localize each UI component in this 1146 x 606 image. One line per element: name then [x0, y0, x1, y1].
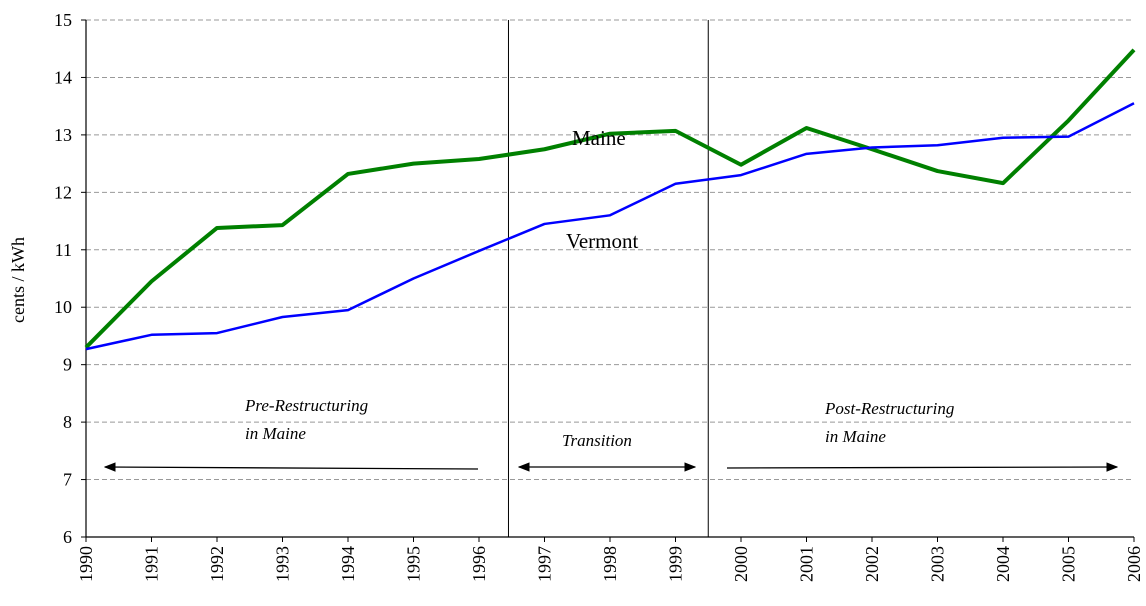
x-tick-label: 2002: [862, 546, 882, 582]
arrow: [103, 462, 479, 472]
arrow: [726, 462, 1119, 472]
y-tick-label: 6: [63, 527, 72, 547]
y-tick-label: 14: [54, 67, 72, 87]
annotation: Pre-Restructuring: [244, 396, 368, 415]
x-tick-label: 2005: [1059, 546, 1079, 582]
x-tick-label: 2003: [928, 546, 948, 582]
x-tick-label: 2004: [993, 546, 1013, 582]
annotation: Post-Restructuring: [824, 399, 954, 418]
series-label: Maine: [572, 126, 626, 150]
series-label: Vermont: [566, 229, 638, 253]
x-tick-label: 1992: [207, 546, 227, 582]
x-tick-label: 2000: [731, 546, 751, 582]
y-tick-label: 7: [63, 470, 72, 490]
y-tick-label: 12: [54, 182, 72, 202]
x-tick-label: 1991: [142, 546, 162, 582]
x-tick-label: 1998: [600, 546, 620, 582]
x-tick-label: 1995: [404, 546, 424, 582]
y-tick-label: 15: [54, 10, 72, 30]
x-tick-label: 1999: [666, 546, 686, 582]
y-tick-label: 11: [55, 240, 72, 260]
line-series: [84, 48, 1136, 349]
x-tick-label: 1997: [535, 546, 555, 582]
x-tick-label: 1993: [273, 546, 293, 582]
x-tick-label: 1990: [76, 546, 96, 582]
y-tick-label: 9: [63, 355, 72, 375]
x-tick-label: 1994: [338, 546, 358, 582]
y-tick-label: 10: [54, 297, 72, 317]
y-tick-label: 13: [54, 125, 72, 145]
x-tick-label: 2006: [1124, 546, 1144, 582]
x-tick-label: 1996: [469, 546, 489, 582]
y-tick-label: 8: [63, 412, 72, 432]
annotation: Transition: [562, 431, 632, 450]
annotation: in Maine: [825, 427, 886, 446]
annotation: in Maine: [245, 424, 306, 443]
x-tick-label: 2001: [797, 546, 817, 582]
line-series: [85, 102, 1135, 351]
y-axis-label: cents / kWh: [8, 237, 28, 323]
